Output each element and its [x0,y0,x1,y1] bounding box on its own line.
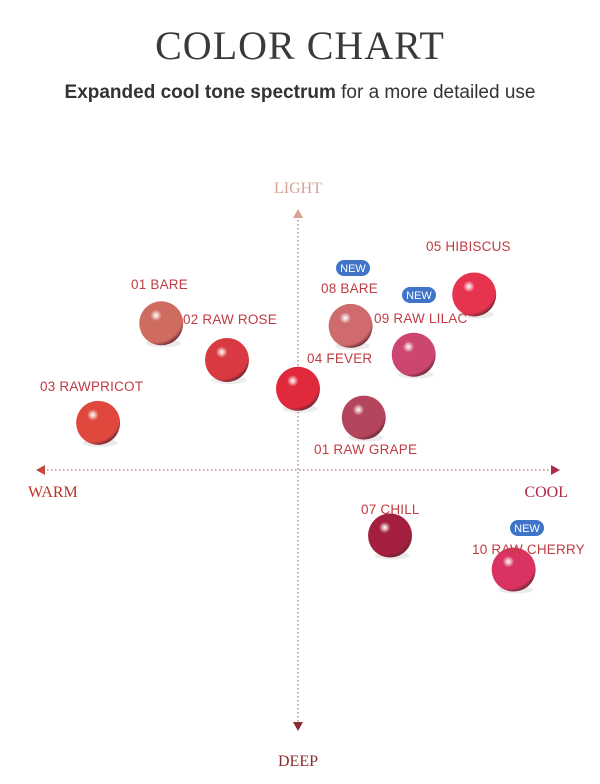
shade-04-fever: 04 FEVER [276,351,372,413]
shade-10-raw-cherry: 10 RAW CHERRY NEW [472,520,585,594]
shade-ball [328,303,373,348]
new-badge: NEW [336,260,370,276]
shade-label: 01 BARE [131,277,188,292]
new-badge-pill [510,520,544,536]
chart-subtitle: Expanded cool tone spectrum for a more d… [0,82,600,104]
shade-label: 07 CHILL [361,502,420,517]
new-badge-text: NEW [514,523,540,535]
axes: LIGHT DEEP WARM COOL [28,180,568,770]
shade-label: 08 BARE [321,281,378,296]
axis-label-light: LIGHT [274,180,322,197]
shade-label: 04 FEVER [307,351,372,366]
shade-label: 03 RAWPRICOT [40,379,143,394]
new-badge: NEW [402,287,436,303]
arrow-right [551,465,560,475]
axis-label-deep: DEEP [278,753,318,770]
new-badge-text: NEW [340,263,366,275]
subtitle-bold: Expanded cool tone spectrum [64,82,336,103]
shade-ball [76,400,121,445]
shade-03-rawpricot: 03 RAWPRICOT [40,379,143,447]
chart-title: COLOR CHART [155,23,445,68]
shade-label: 01 RAW GRAPE [314,442,417,457]
shade-label: 09 RAW LILAC [374,311,467,326]
new-badge-text: NEW [406,290,432,302]
shade-09-raw-lilac: 09 RAW LILAC NEW [374,287,467,379]
shade-08-bare: 08 BARE NEW [321,260,378,350]
shade-ball [276,366,320,411]
shade-ball [491,547,536,592]
shade-ball [139,301,184,346]
shade-label: 02 RAW ROSE [183,312,277,327]
shade-points: 01 BARE 02 RAW ROSE 03 RAWPRICOT 04 FEVER 05… [40,239,585,594]
shade-ball [368,513,413,558]
arrow-left [36,465,45,475]
arrow-up [293,209,303,218]
arrow-down [293,722,303,731]
axis-label-warm: WARM [28,484,78,501]
axis-label-cool: COOL [524,484,568,501]
shade-ball [341,395,386,440]
shade-07-chill: 07 CHILL [361,502,420,560]
shade-label: 05 HIBISCUS [426,239,511,254]
new-badge: NEW [510,520,544,536]
new-badge-pill [336,260,370,276]
shade-ball [452,272,497,317]
shade-ball [391,332,436,377]
shade-label: 10 RAW CHERRY [472,542,585,557]
shade-01-raw-grape: 01 RAW GRAPE [314,395,417,457]
shade-02-raw-rose: 02 RAW ROSE [183,312,277,384]
new-badge-pill [402,287,436,303]
shade-ball [204,337,249,382]
shade-01-bare: 01 BARE [131,277,188,348]
subtitle-rest: for a more detailed use [335,82,536,103]
shade-05-hibiscus: 05 HIBISCUS [426,239,511,319]
